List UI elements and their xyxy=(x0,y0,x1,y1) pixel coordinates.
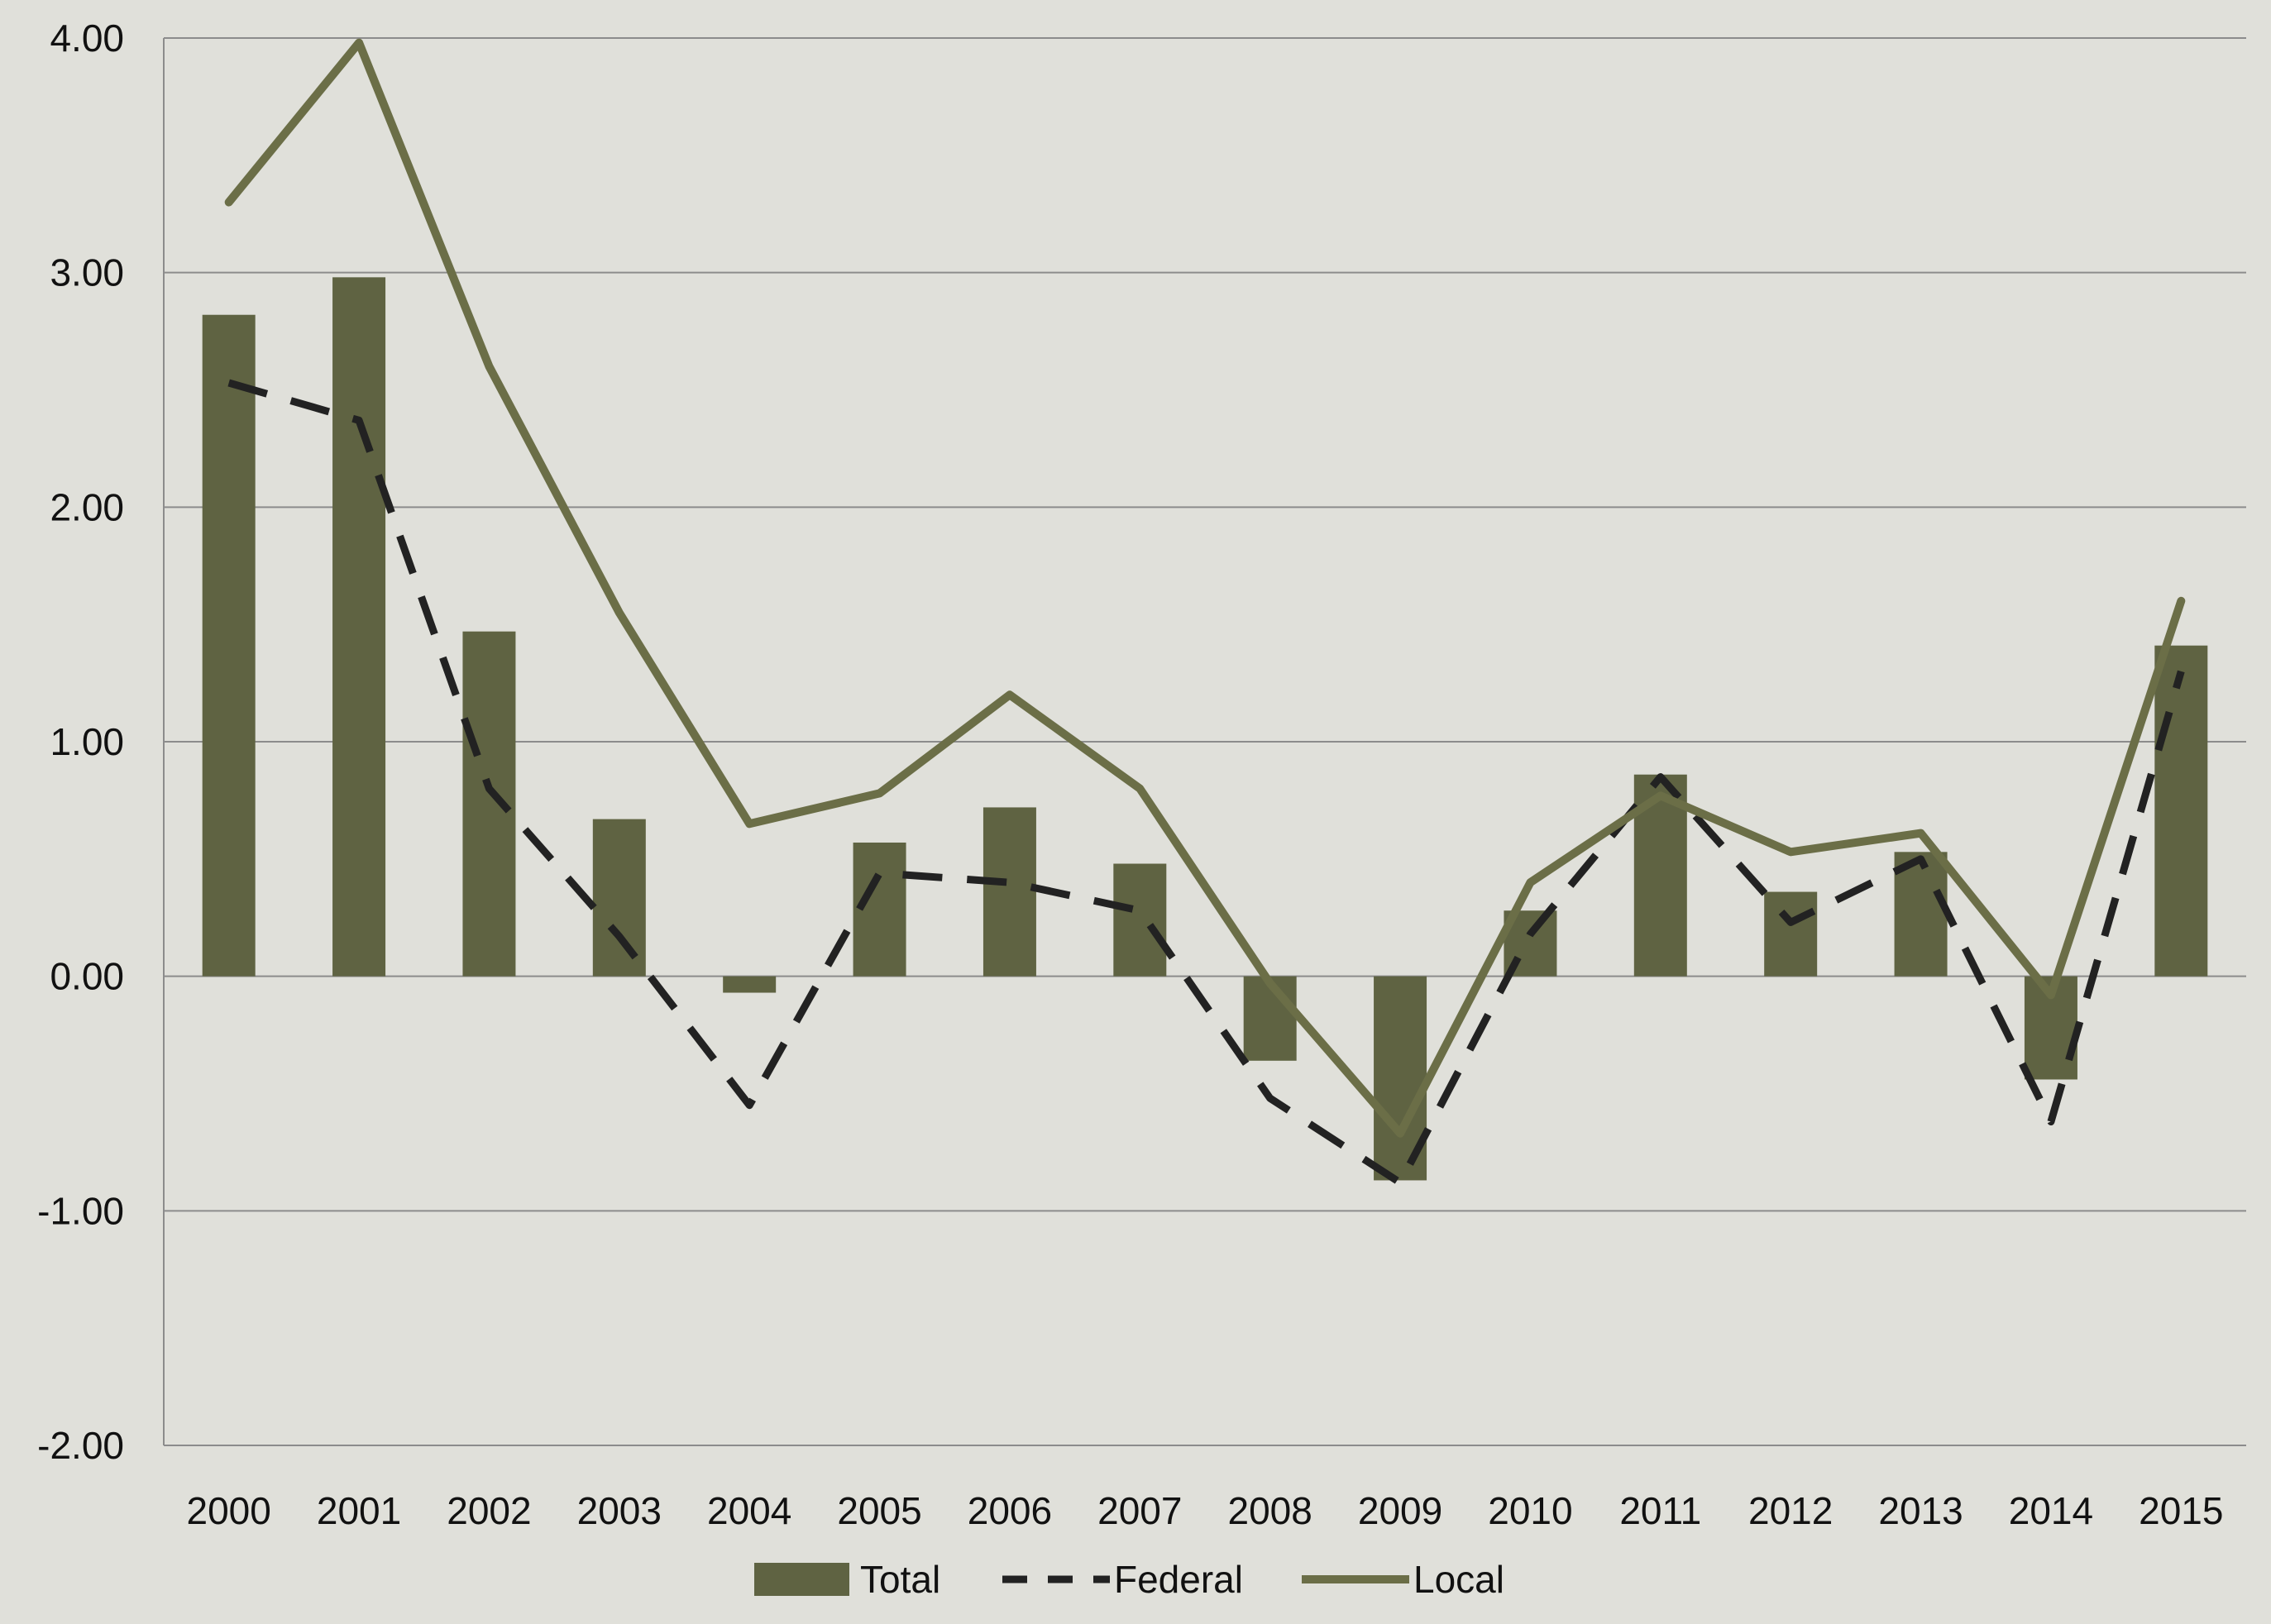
bar-series-total xyxy=(202,277,2208,1181)
bar-total xyxy=(1243,976,1297,1061)
x-tick-label: 2001 xyxy=(317,1489,401,1532)
y-tick-label: 1.00 xyxy=(50,720,124,763)
bar-total xyxy=(1113,863,1167,977)
legend-label-federal: Federal xyxy=(1114,1558,1243,1601)
bar-total xyxy=(2154,645,2208,977)
legend-swatch-total xyxy=(754,1563,849,1596)
bar-total xyxy=(1894,852,1948,977)
y-axis-ticks: 4.00 3.00 2.00 1.00 0.00 -1.00 -2.00 xyxy=(37,17,124,1467)
x-tick-label: 2008 xyxy=(1228,1489,1312,1532)
legend: Total Federal Local xyxy=(754,1558,1504,1601)
x-tick-label: 2006 xyxy=(968,1489,1052,1532)
x-tick-label: 2007 xyxy=(1097,1489,1182,1532)
y-tick-label: 4.00 xyxy=(50,17,124,60)
bar-total xyxy=(983,807,1036,977)
x-tick-label: 2013 xyxy=(1878,1489,1963,1532)
bar-total xyxy=(1764,891,1818,977)
x-tick-label: 2004 xyxy=(707,1489,791,1532)
x-tick-label: 2010 xyxy=(1488,1489,1572,1532)
line-series xyxy=(224,38,2186,1187)
x-tick-label: 2011 xyxy=(1619,1489,1701,1532)
y-tick-label: -2.00 xyxy=(37,1424,124,1467)
bar-total xyxy=(723,976,777,993)
bar-total xyxy=(202,314,256,977)
x-tick-label: 2000 xyxy=(187,1489,271,1532)
bar-total xyxy=(462,631,516,977)
bar-total xyxy=(332,277,386,977)
line-local xyxy=(224,38,2186,1138)
x-tick-label: 2009 xyxy=(1358,1489,1442,1532)
line-federal xyxy=(227,379,2185,1187)
x-tick-label: 2005 xyxy=(837,1489,921,1532)
legend-label-local: Local xyxy=(1413,1558,1504,1601)
x-tick-label: 2003 xyxy=(577,1489,662,1532)
x-tick-label: 2015 xyxy=(2139,1489,2223,1532)
legend-label-total: Total xyxy=(860,1558,940,1601)
x-tick-label: 2002 xyxy=(447,1489,531,1532)
y-tick-label: 2.00 xyxy=(50,485,124,528)
x-tick-label: 2012 xyxy=(1748,1489,1833,1532)
y-tick-label: 3.00 xyxy=(50,251,124,294)
x-axis-ticks: 2000 2001 2002 2003 2004 2005 2006 2007 2008 2009… xyxy=(187,1489,2224,1532)
y-tick-label: -1.00 xyxy=(37,1189,124,1232)
y-tick-label: 0.00 xyxy=(50,955,124,998)
x-tick-label: 2014 xyxy=(2009,1489,2093,1532)
bar-total xyxy=(592,819,646,977)
